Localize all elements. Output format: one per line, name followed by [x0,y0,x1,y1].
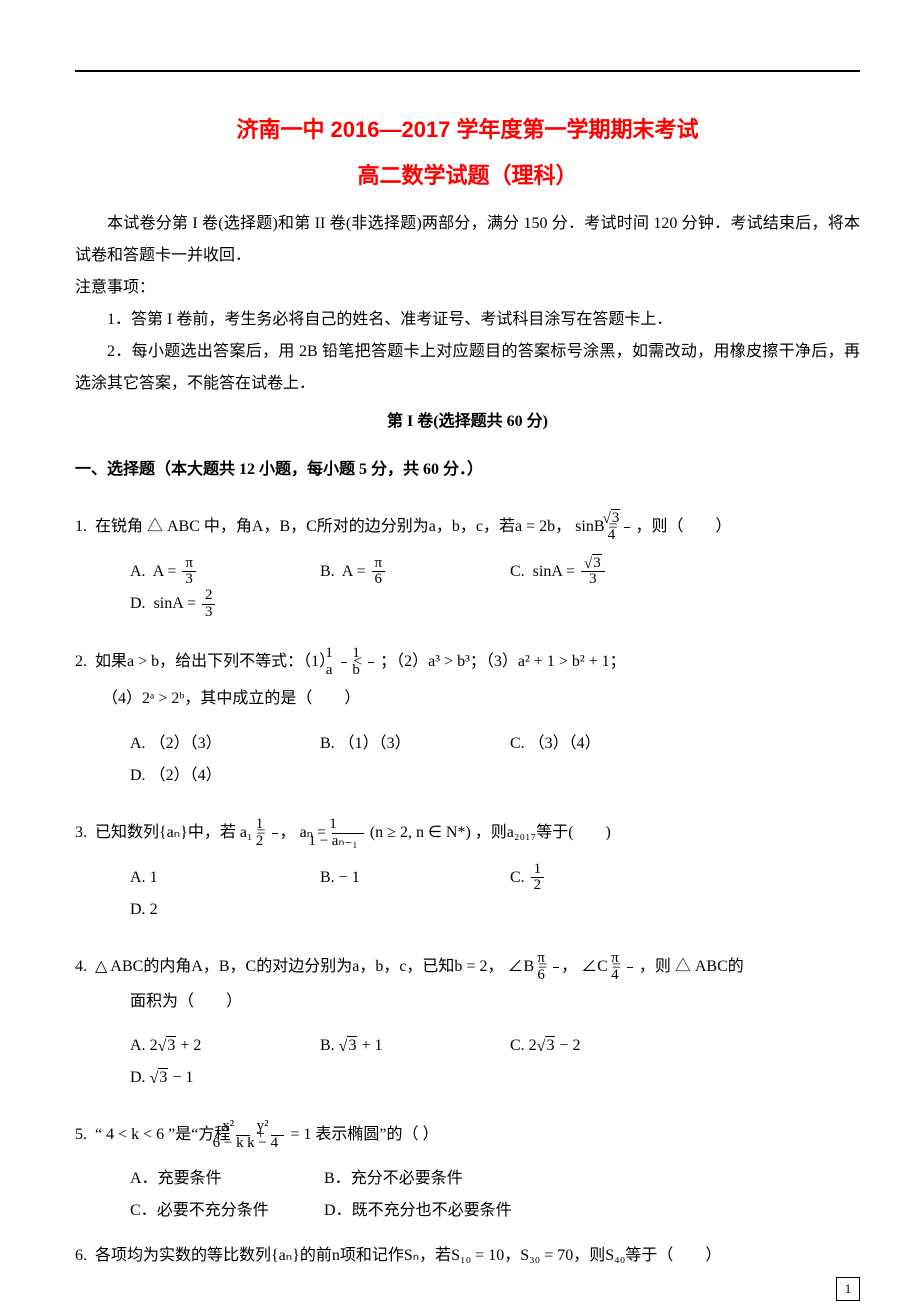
q2-opt-a: A. （2）（3） [130,728,310,760]
q1-opt-a: A. A = π3 [130,556,310,589]
q4-num: 4. [75,958,87,975]
q2-frac-1b: 1b [368,646,374,679]
q2-opt-d: D. （2）（4） [130,760,310,792]
q3-opt-a: A. 1 [130,862,310,895]
q4-options: A. 2√3 + 2 B. √3 + 1 C. 2√3 − 2 D. √3 − … [75,1030,860,1094]
title-line1: 济南一中 2016—2017 学年度第一学期期末考试 [75,112,860,144]
notice-2: 2．每小题选出答案后，用 2B 铅笔把答题卡上对应题目的答案标号涂黑，如需改动，… [75,336,860,400]
notice-head: 注意事项： [75,272,860,304]
q3-opt-c: C. 12 [510,862,690,895]
q5-opt-a: A．充要条件 [130,1163,310,1195]
q5-opt-d: D．既不充分也不必要条件 [324,1195,584,1227]
q4-opt-d: D. √3 − 1 [130,1062,310,1094]
q1-stem-post: ，则（ ） [636,518,732,535]
q5-opt-c: C．必要不充分条件 [130,1195,310,1227]
q2-opt-c: C. （3）（4） [510,728,690,760]
q5-stem-post: = 1 表示椭圆”的（ ） [290,1126,438,1143]
q6-stem: 各项均为实数的等比数列{aₙ}的前n项和记作Sₙ，若S₁₀ = 10，S₃₀ =… [95,1247,721,1264]
q1-sinB: sinB = √34 [575,518,635,535]
q3-num: 3. [75,824,87,841]
q2-opt-b: B. （1）（3） [320,728,500,760]
q2-options: A. （2）（3） B. （1）（3） C. （3）（4） D. （2）（4） [75,728,860,792]
q2-stem-mid: ；（2）a³ > b³；（3）a² + 1 > b² + 1； [380,653,626,670]
q5-num: 5. [75,1126,87,1143]
q3-opt-d: D. 2 [130,894,310,926]
q4-sub: 面积为（ ） [75,986,860,1018]
q4-opt-a: A. 2√3 + 2 [130,1030,310,1062]
q1-num: 1. [75,518,87,535]
q3-options: A. 1 B. − 1 C. 12 D. 2 [75,862,860,927]
q4-stem-pre: △ ABC的内角A，B，C的对边分别为a，b，c，已知b = 2， [95,958,503,975]
q1-opt-d: D. sinA = 23 [130,588,310,621]
notice-1: 1．答第 I 卷前，考生务必将自己的姓名、准考证号、考试科目涂写在答题卡上． [75,304,860,336]
question-2: 2. 如果a > b，给出下列不等式：（1） 1a < 1b ；（2）a³ > … [75,645,860,679]
q2-stem-pre: 如果a > b，给出下列不等式：（1） [95,653,335,670]
top-rule [75,70,860,72]
part1-head: 第 I 卷(选择题共 60 分) [75,406,860,438]
title-line2: 高二数学试题（理科） [75,158,860,190]
q5-opt-b: B．充分不必要条件 [324,1163,504,1195]
q6-num: 6. [75,1247,87,1264]
q5-options: A．充要条件 B．充分不必要条件 C．必要不充分条件 D．既不充分也不必要条件 [75,1163,860,1227]
question-4: 4. △ ABC的内角A，B，C的对边分别为a，b，c，已知b = 2， ∠B … [75,950,860,984]
q4-opt-c: C. 2√3 − 2 [510,1030,690,1062]
q2-frac-1a: 1a [341,646,347,679]
q1-stem-pre: 在锐角 △ ABC 中，角A，B，C所对的边分别为a，b，c，若a = 2b， [95,518,571,535]
question-3: 3. 已知数列{aₙ}中，若 a₁ = 12， aₙ = 11 − aₙ₋₁ (… [75,816,860,850]
exam-page: 济南一中 2016—2017 学年度第一学期期末考试 高二数学试题（理科） 本试… [0,0,920,1313]
question-5: 5. “ 4 < k < 6 ”是“方程 x²6 − k + y²k − 4 =… [75,1118,860,1152]
q4-stem-post: ，则 △ ABC的 [639,958,744,975]
q1-options: A. A = π3 B. A = π6 C. sinA = √33 D. sin… [75,556,860,621]
intro-paragraph: 本试卷分第 I 卷(选择题)和第 II 卷(非选择题)两部分，满分 150 分．… [75,208,860,272]
q1-opt-c: C. sinA = √33 [510,556,690,589]
section-a-head: 一、选择题（本大题共 12 小题，每小题 5 分，共 60 分．） [75,454,860,486]
q3-opt-b: B. − 1 [320,862,500,895]
q3-stem-pre: 已知数列{aₙ}中，若 [95,824,236,841]
question-6: 6. 各项均为实数的等比数列{aₙ}的前n项和记作Sₙ，若S₁₀ = 10，S₃… [75,1239,860,1273]
question-1: 1. 在锐角 △ ABC 中，角A，B，C所对的边分别为a，b，c，若a = 2… [75,510,860,544]
q4-opt-b: B. √3 + 1 [320,1030,500,1062]
q2-sub: （4）2ᵃ > 2ᵇ，其中成立的是（ ） [75,682,860,716]
q3-stem-post: ，则a₂₀₁₇等于( ) [475,824,611,841]
q2-num: 2. [75,653,87,670]
q1-opt-b: B. A = π6 [320,556,500,589]
page-number: 1 [836,1277,860,1301]
